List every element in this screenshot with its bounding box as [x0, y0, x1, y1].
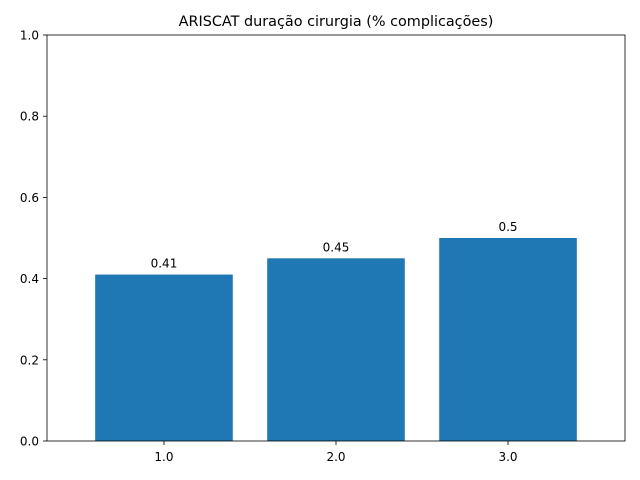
y-tick-label-0.2: 0.2: [20, 353, 39, 367]
plot-area: 0.41 1.0 0.45 2.0 0.5 3.0 0.0 0.2 0.4 0.6 0.8 1.0: [20, 29, 626, 464]
x-tick-label-2.0: 2.0: [326, 450, 345, 464]
x-tick-label-1.0: 1.0: [154, 450, 173, 464]
axes-frame: [46, 34, 626, 442]
bar-2.0: [267, 258, 405, 441]
y-tick-label-1.0: 1.0: [20, 29, 39, 43]
y-tick-label-0.6: 0.6: [20, 191, 39, 205]
y-tick-label-0.4: 0.4: [20, 272, 39, 286]
bar-value-label-3.0: 0.5: [498, 220, 517, 234]
y-tick-label-0.8: 0.8: [20, 110, 39, 124]
bar-3.0: [439, 238, 577, 441]
bar-value-label-1.0: 0.41: [151, 257, 178, 271]
chart-title: ARISCAT duração cirurgia (% complicações…: [179, 14, 494, 30]
y-tick-label-0.0: 0.0: [20, 435, 39, 449]
x-tick-label-3.0: 3.0: [498, 450, 517, 464]
bar-value-label-2.0: 0.45: [323, 240, 350, 254]
bar-1.0: [95, 274, 233, 441]
